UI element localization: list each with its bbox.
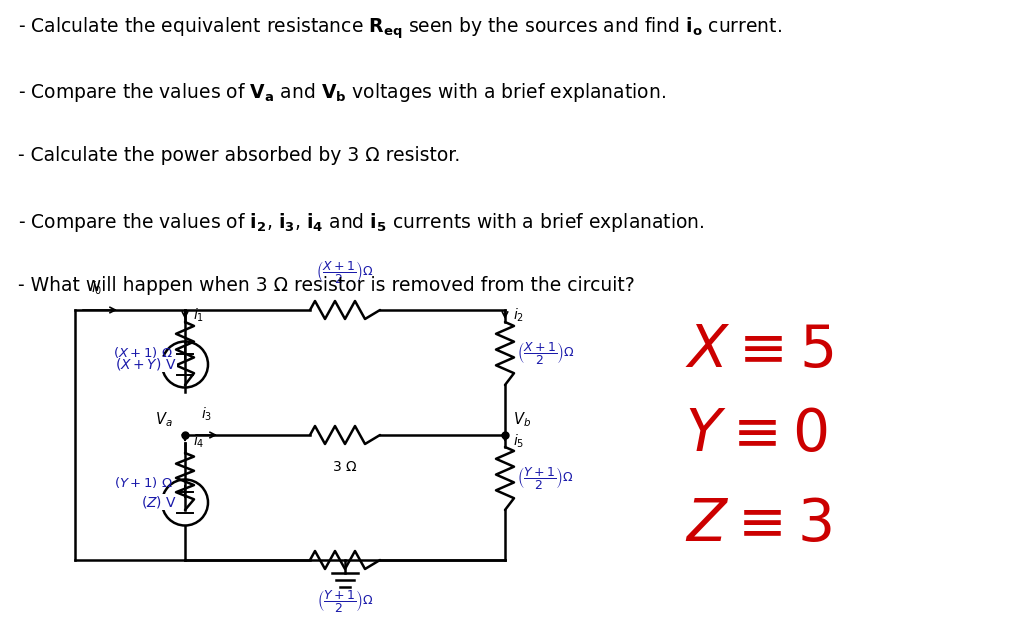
Text: $i_1$: $i_1$ (193, 306, 204, 324)
Text: $i_4$: $i_4$ (193, 432, 205, 450)
Text: $V_a$: $V_a$ (156, 410, 173, 429)
Text: - Compare the values of $\mathbf{V_a}$ and $\mathbf{V_b}$ voltages with a brief : - Compare the values of $\mathbf{V_a}$ a… (18, 81, 666, 104)
Text: $\left(\dfrac{Y+1}{2}\right)\Omega$: $\left(\dfrac{Y+1}{2}\right)\Omega$ (316, 588, 374, 614)
Text: $i_3$: $i_3$ (202, 405, 213, 423)
Text: $Z \equiv 3$: $Z \equiv 3$ (685, 497, 833, 554)
Text: $V_b$: $V_b$ (513, 410, 531, 429)
Text: $(Z)$ V: $(Z)$ V (141, 494, 177, 510)
Text: - Compare the values of $\mathbf{i_2}$, $\mathbf{i_3}$, $\mathbf{i_4}$ and $\mat: - Compare the values of $\mathbf{i_2}$, … (18, 211, 705, 234)
Text: $(Y+1)\ \Omega$: $(Y+1)\ \Omega$ (114, 474, 173, 490)
Text: $(X+Y)$ V: $(X+Y)$ V (116, 355, 177, 371)
Text: - What will happen when 3 Ω resistor is removed from the circuit?: - What will happen when 3 Ω resistor is … (18, 276, 635, 295)
Text: - Calculate the power absorbed by 3 Ω resistor.: - Calculate the power absorbed by 3 Ω re… (18, 146, 460, 165)
Text: $(X+1)\ \Omega$: $(X+1)\ \Omega$ (113, 345, 173, 360)
Text: $\left(\dfrac{X+1}{2}\right)\Omega$: $\left(\dfrac{X+1}{2}\right)\Omega$ (517, 340, 574, 366)
Text: $X \equiv 5$: $X \equiv 5$ (685, 322, 834, 378)
Text: $i_0$: $i_0$ (91, 280, 102, 297)
Text: $Y \equiv 0$: $Y \equiv 0$ (685, 407, 827, 464)
Text: $i_5$: $i_5$ (513, 432, 524, 450)
Text: $3\ \Omega$: $3\ \Omega$ (332, 460, 357, 474)
Text: $i_2$: $i_2$ (513, 306, 524, 324)
Text: - Calculate the equivalent resistance $\mathbf{R_{eq}}$ seen by the sources and : - Calculate the equivalent resistance $\… (18, 16, 782, 41)
Text: $\left(\dfrac{Y+1}{2}\right)\Omega$: $\left(\dfrac{Y+1}{2}\right)\Omega$ (517, 465, 573, 491)
Text: $\left(\dfrac{X+1}{2}\right)\Omega$: $\left(\dfrac{X+1}{2}\right)\Omega$ (316, 259, 374, 285)
